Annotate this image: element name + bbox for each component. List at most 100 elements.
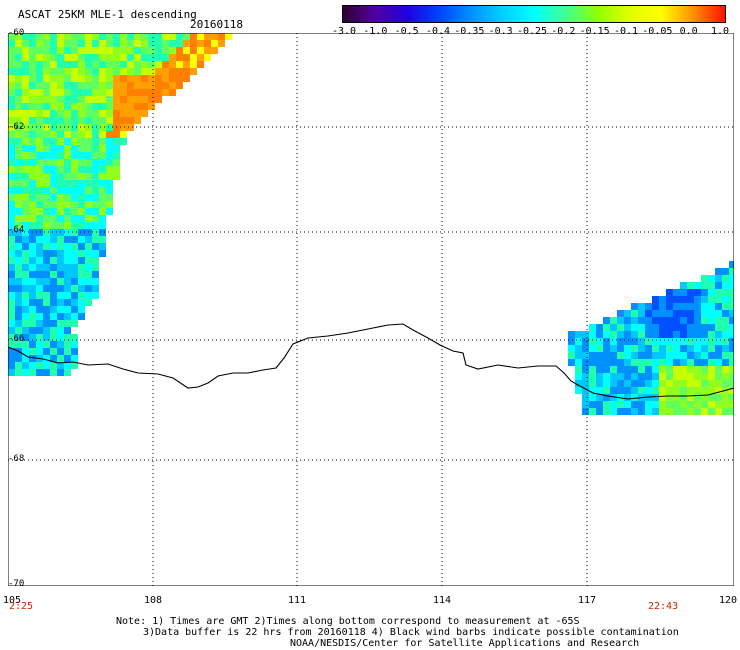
swath-cell [71,236,78,243]
swath-cell [8,320,15,327]
swath-cell [36,285,43,292]
swath-cell [8,341,15,348]
swath-cell [673,352,680,359]
swath-cell [617,352,624,359]
swath-cell [92,54,99,61]
swath-cell [666,359,673,366]
swath-cell [652,338,659,345]
swath-cell [99,229,106,236]
swath-cell [8,61,15,68]
swath-cell [57,159,64,166]
swath-cell [36,292,43,299]
swath-cell [603,366,610,373]
swath-cell [610,338,617,345]
swath-cell [127,40,134,47]
swath-cell [15,278,22,285]
swath-cell [722,331,729,338]
swath-cell [99,131,106,138]
swath-cell [596,345,603,352]
swath-cell [64,236,71,243]
swath-cell [169,33,176,40]
swath-cell [701,380,708,387]
swath-cell [36,124,43,131]
swath-cell [575,366,582,373]
swath-cell [78,285,85,292]
swath-cell [687,366,694,373]
swath-cell [85,68,92,75]
swath-cell [29,152,36,159]
swath-cell [92,222,99,229]
swath-cell [64,152,71,159]
swath-cell [57,348,64,355]
swath-cell [71,75,78,82]
swath-cell [617,366,624,373]
swath-cell [8,243,15,250]
swath-cell [85,96,92,103]
swath-cell [106,75,113,82]
swath-cell [57,96,64,103]
swath-cell [687,303,694,310]
swath-cell [722,317,729,324]
swath-cell [645,331,652,338]
swath-cell [211,33,218,40]
swath-cell [715,275,722,282]
swath-cell [617,408,624,415]
swath-cell [64,110,71,117]
swath-cell [57,54,64,61]
swath-cell [645,380,652,387]
swath-cell [43,215,50,222]
swath-cell [92,75,99,82]
map-date: 20160118 [190,18,243,31]
swath-cell [78,222,85,229]
swath-cell [708,296,715,303]
swath-cell [603,373,610,380]
swath-cell [43,229,50,236]
swath-cell [680,296,687,303]
swath-cell [64,208,71,215]
swath-cell [50,215,57,222]
swath-cell [169,47,176,54]
swath-cell [575,380,582,387]
swath-cell [211,47,218,54]
swath-cell [596,338,603,345]
swath-cell [92,180,99,187]
swath-cell [15,33,22,40]
swath-cell [50,152,57,159]
swath-cell [57,82,64,89]
end-time: 22:43 [648,601,679,612]
swath-cell [715,373,722,380]
swath-cell [610,359,617,366]
swath-cell [631,352,638,359]
swath-cell [120,110,127,117]
swath-cell [43,40,50,47]
swath-cell [127,117,134,124]
swath-cell [50,369,57,376]
swath-cell [659,331,666,338]
swath-cell [43,117,50,124]
swath-cell [113,152,120,159]
swath-cell [71,89,78,96]
swath-cell [701,394,708,401]
swath-cell [36,96,43,103]
swath-cell [57,215,64,222]
swath-cell [29,54,36,61]
swath-cell [22,159,29,166]
swath-cell [722,296,729,303]
swath-cell [715,408,722,415]
swath-cell [120,89,127,96]
swath-cell [694,317,701,324]
swath-cell [694,373,701,380]
swath-cell [50,159,57,166]
swath-cell [722,380,729,387]
swath-cell [29,278,36,285]
swath-cell [15,75,22,82]
swath-cell [43,299,50,306]
swath-cell [50,250,57,257]
swath-cell [57,208,64,215]
swath-cell [589,394,596,401]
swath-cell [729,366,734,373]
swath-cell [106,152,113,159]
swath-cell [71,208,78,215]
swath-cell [99,117,106,124]
swath-cell [92,229,99,236]
